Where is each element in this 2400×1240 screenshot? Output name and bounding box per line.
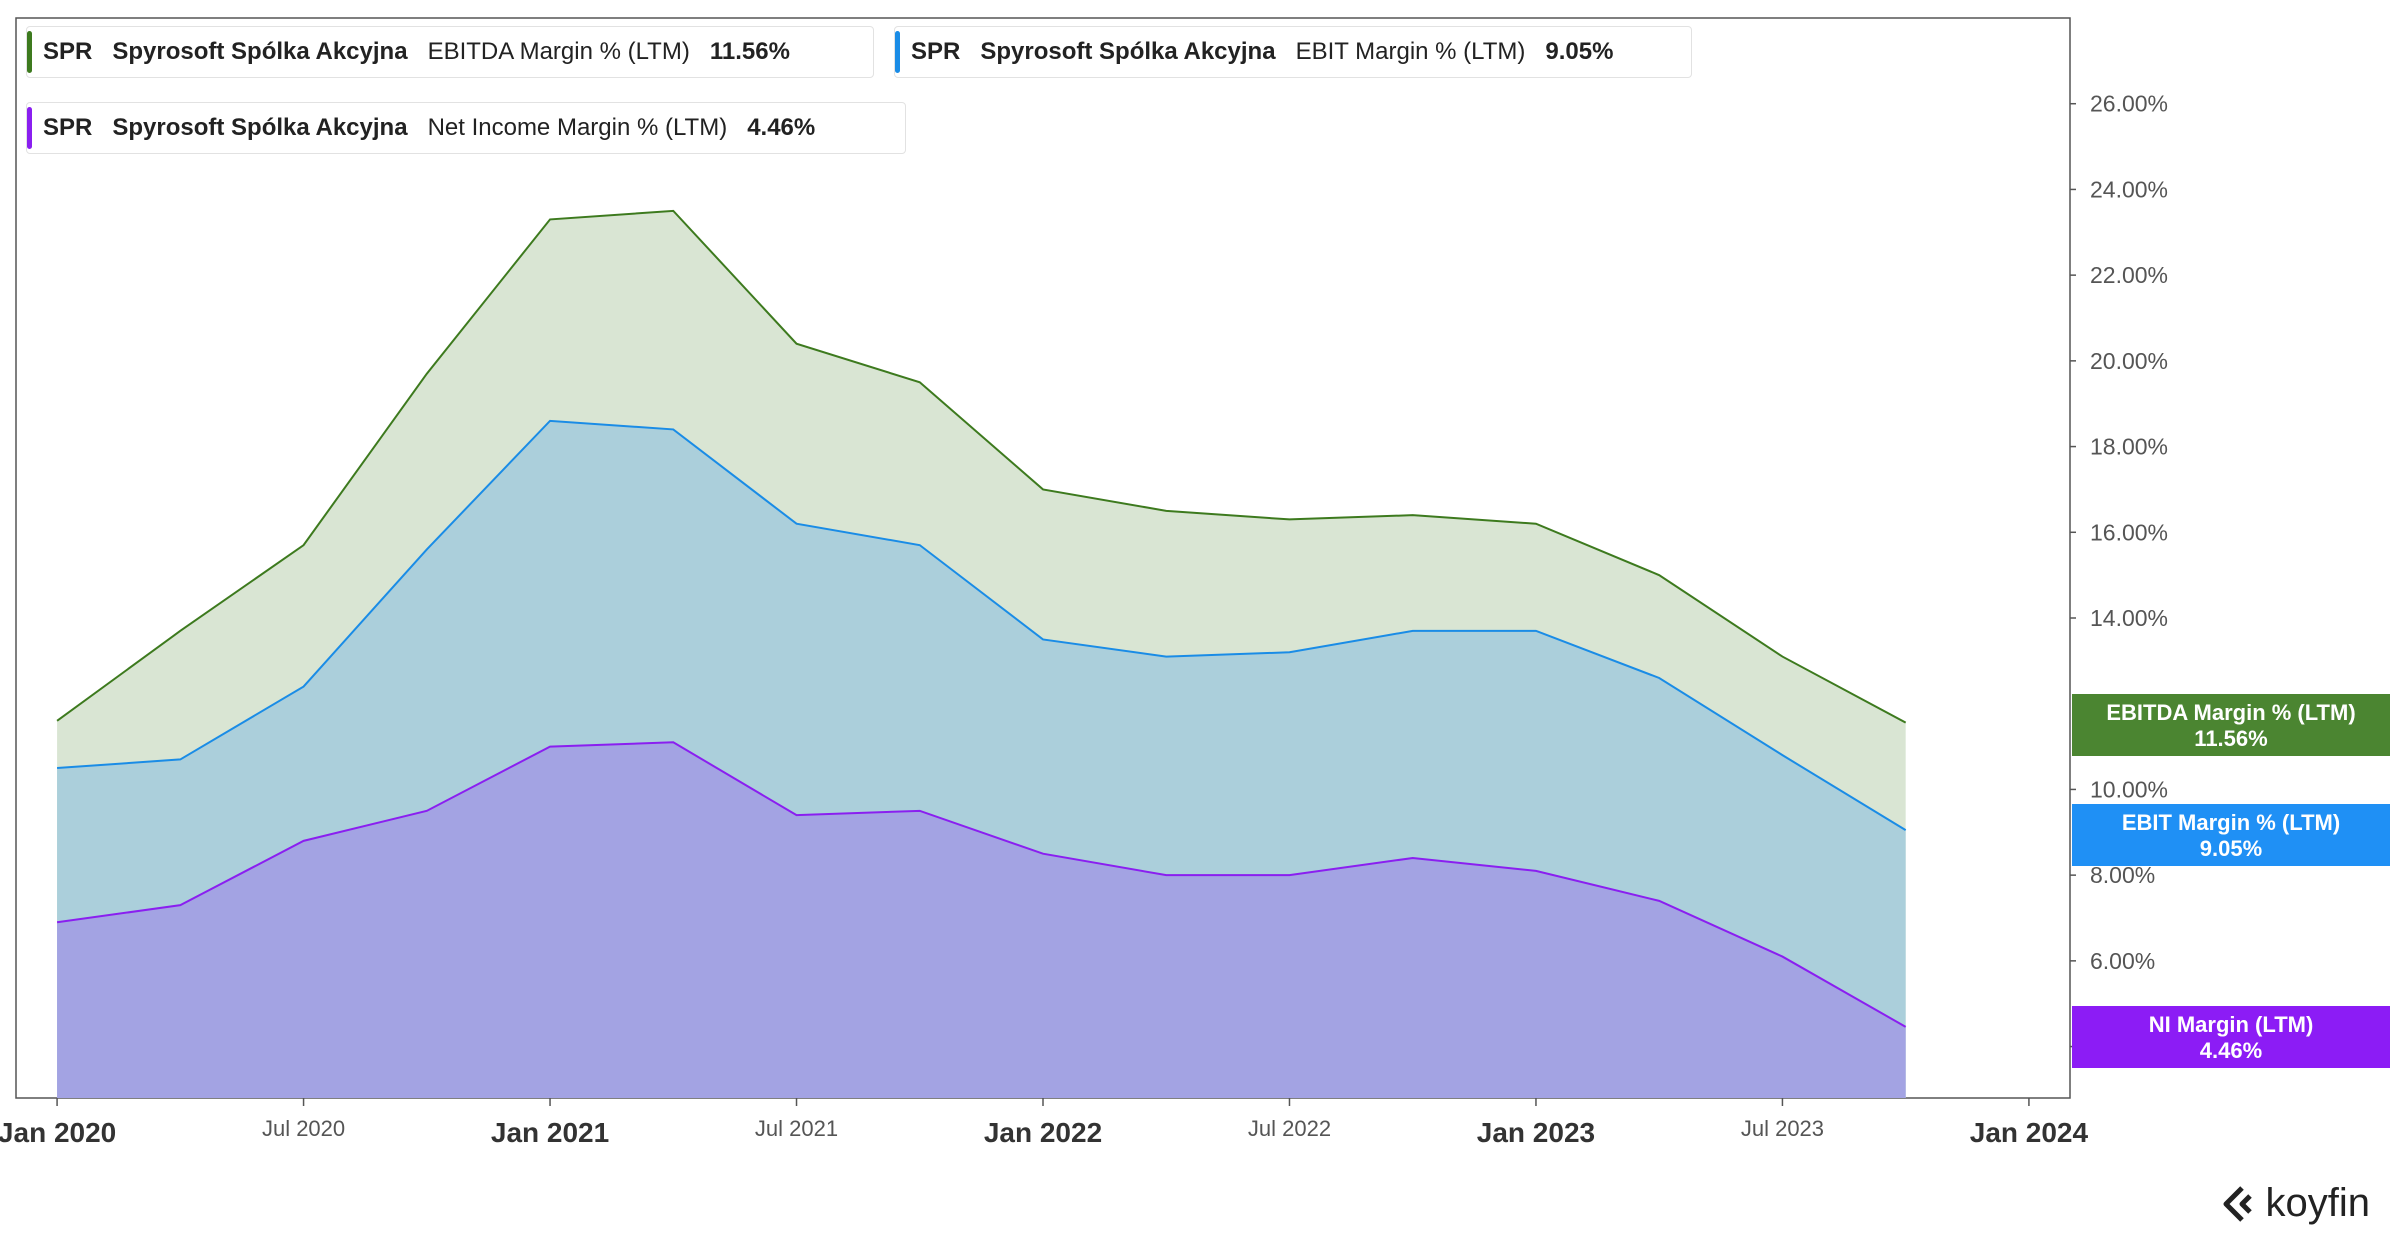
- legend-ebit-color: [895, 31, 900, 73]
- ebitda-tag-label: EBITDA Margin % (LTM): [2106, 700, 2356, 725]
- x-tick-label: Jul 2023: [1741, 1116, 1824, 1141]
- y-tick-label: 20.00%: [2090, 348, 2168, 374]
- x-tick-label: Jan 2021: [491, 1117, 609, 1148]
- legend-metric: Net Income Margin % (LTM): [427, 114, 728, 141]
- x-tick-label: Jul 2022: [1248, 1116, 1331, 1141]
- koyfin-logo-text: koyfin: [2265, 1181, 2371, 1225]
- x-tick-label: Jan 2023: [1477, 1117, 1595, 1148]
- ebitda-tag-value: 11.56%: [2194, 726, 2268, 751]
- y-tick-label: 10.00%: [2090, 776, 2168, 802]
- legend-value: 11.56%: [709, 38, 790, 65]
- legend-metric: EBIT Margin % (LTM): [1295, 38, 1526, 65]
- x-tick-label: Jan 2020: [0, 1117, 116, 1148]
- y-tick-label: 24.00%: [2090, 176, 2168, 202]
- legend-metric: EBITDA Margin % (LTM): [427, 38, 690, 65]
- y-tick-label: 8.00%: [2090, 862, 2155, 888]
- ni-line: [56, 741, 1907, 1028]
- ebit-value-tag: EBIT Margin % (LTM) 9.05%: [2072, 804, 2390, 866]
- legend-company: Spyrosoft Spólka Akcyjna: [980, 38, 1276, 65]
- ni-value-tag: NI Margin (LTM) 4.46%: [2072, 1006, 2390, 1068]
- y-tick-label: 18.00%: [2090, 434, 2168, 460]
- y-tick-label: 26.00%: [2090, 91, 2168, 117]
- legend-value: 9.05%: [1545, 38, 1614, 65]
- x-tick-label: Jan 2024: [1970, 1117, 2089, 1148]
- x-tick-label: Jul 2021: [755, 1116, 838, 1141]
- legend-ticker: SPR: [43, 38, 93, 65]
- ni-area: [57, 742, 1906, 1098]
- legend-ticker: SPR: [911, 38, 961, 65]
- y-tick-label: 6.00%: [2090, 948, 2155, 974]
- ni-tag-label: NI Margin (LTM): [2148, 1012, 2314, 1037]
- legend-company: Spyrosoft Spólka Akcyjna: [112, 38, 408, 65]
- y-tick-label: 16.00%: [2090, 519, 2168, 545]
- ebitda-line: [56, 209, 1907, 724]
- legend-ebitda-color: [27, 31, 32, 73]
- koyfin-logo: koyfin: [2220, 1181, 2371, 1226]
- x-tick-label: Jul 2020: [262, 1116, 345, 1141]
- ebit-tag-label: EBIT Margin % (LTM): [2121, 810, 2341, 835]
- koyfin-logo-icon: [2223, 1185, 2252, 1222]
- y-tick-label: 14.00%: [2090, 605, 2168, 631]
- legend-ebitda[interactable]: SPR Spyrosoft Spólka Akcyjna EBITDA Marg…: [26, 26, 874, 78]
- legend-ni-color: [27, 107, 32, 149]
- y-tick-label: 22.00%: [2090, 262, 2168, 288]
- legend-ebit[interactable]: SPR Spyrosoft Spólka Akcyjna EBIT Margin…: [894, 26, 1692, 78]
- legend-value: 4.46%: [747, 114, 816, 141]
- ni-tag-value: 4.46%: [2199, 1038, 2263, 1063]
- legend-ticker: SPR: [43, 114, 93, 141]
- ebitda-value-tag: EBITDA Margin % (LTM) 11.56%: [2072, 694, 2390, 756]
- legend-company: Spyrosoft Spólka Akcyjna: [112, 114, 408, 141]
- ebit-tag-value: 9.05%: [2199, 836, 2263, 861]
- legend-ni[interactable]: SPR Spyrosoft Spólka Akcyjna Net Income …: [26, 102, 906, 154]
- x-tick-label: Jan 2022: [984, 1117, 1102, 1148]
- ebit-line: [57, 419, 1907, 831]
